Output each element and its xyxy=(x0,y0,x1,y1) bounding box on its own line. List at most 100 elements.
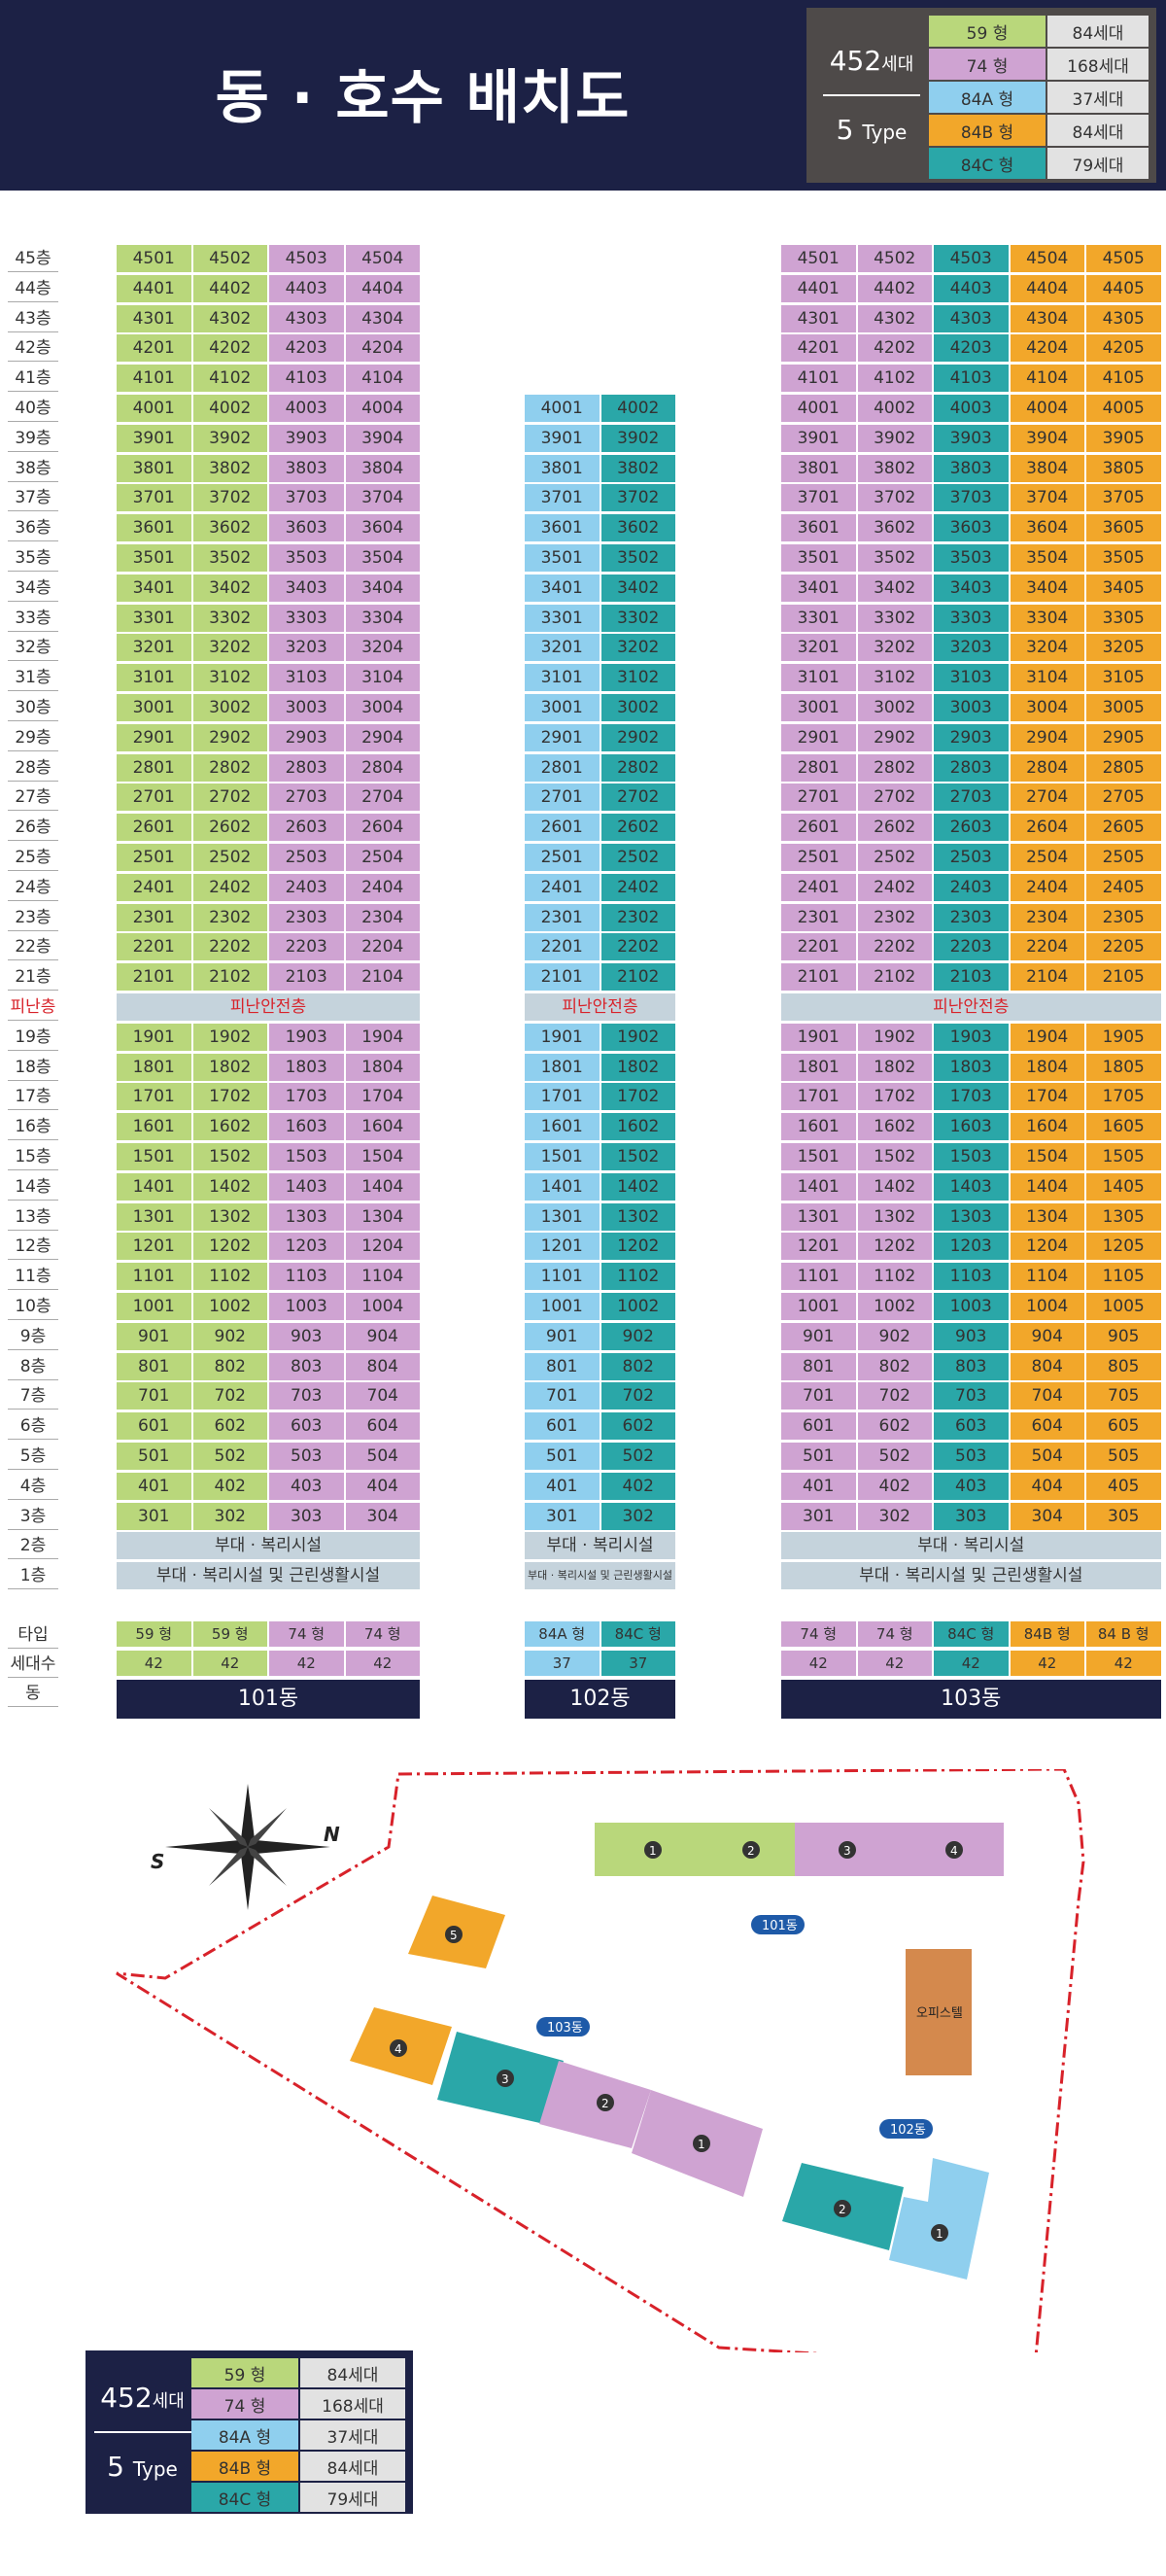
unit-cell: 4505 xyxy=(1086,245,1161,272)
unit-cell: 1602 xyxy=(192,1113,267,1141)
unit-cell: 3201 xyxy=(117,634,191,662)
unit-cell: 3804 xyxy=(345,454,420,482)
unit-cell: 2502 xyxy=(857,844,932,871)
unit-cell: 3102 xyxy=(857,664,932,692)
compass-n-label: N xyxy=(324,1823,340,1846)
type-cell: 84 B 형 xyxy=(1086,1621,1161,1647)
unit-cell: 4004 xyxy=(1010,395,1084,422)
unit-cell: 1105 xyxy=(1086,1263,1161,1291)
legend-grid-bottom: 59 형 84세대 74 형 168세대 84A 형 37세대 84B 형 84… xyxy=(191,2358,405,2512)
unit-cell: 2205 xyxy=(1086,933,1161,961)
unit-cell: 2402 xyxy=(192,873,267,901)
unit-cell: 1401 xyxy=(781,1172,856,1201)
floor-label: 13층 xyxy=(8,1203,58,1231)
unit-cell: 4405 xyxy=(1086,274,1161,302)
unit-cell: 3303 xyxy=(934,604,1009,632)
site-label-101-bg xyxy=(751,1915,805,1934)
unit-cell: 3002 xyxy=(857,694,932,721)
unit-cell: 1505 xyxy=(1086,1143,1161,1170)
unit-cell: 1002 xyxy=(857,1293,932,1320)
unit-cell: 3001 xyxy=(117,694,191,721)
unit-cell: 4002 xyxy=(857,395,932,422)
unit-cell: 1602 xyxy=(857,1113,932,1141)
unit-cell: 3005 xyxy=(1086,694,1161,721)
unit-cell: 3001 xyxy=(525,694,600,721)
compass-icon: N S xyxy=(151,1784,340,1910)
unit-cell: 3805 xyxy=(1086,454,1161,482)
unit-cell: 1502 xyxy=(192,1143,267,1170)
unit-cell: 1304 xyxy=(345,1202,420,1231)
svg-text:2: 2 xyxy=(601,2097,609,2110)
type-row-label: 타입 xyxy=(8,1621,58,1649)
unit-cell: 402 xyxy=(600,1472,675,1500)
unit-cell: 2202 xyxy=(192,933,267,961)
unit-cell: 1202 xyxy=(600,1233,675,1261)
type-cell: 74 형 xyxy=(345,1621,420,1647)
legend-type-74: 74 형 xyxy=(191,2389,298,2419)
unit-cell: 4304 xyxy=(1010,304,1084,332)
unit-cell: 4403 xyxy=(934,274,1009,302)
unit-cell: 701 xyxy=(525,1382,600,1410)
unit-cell: 3103 xyxy=(934,664,1009,692)
floor-label: 피난층 xyxy=(8,993,58,1021)
svg-text:1: 1 xyxy=(936,2227,943,2241)
unit-cell: 3701 xyxy=(525,484,600,512)
refuge-band: 피난안전층 xyxy=(525,993,675,1021)
unit-cell: 1601 xyxy=(781,1113,856,1141)
unit-cell: 2301 xyxy=(525,903,600,931)
unit-cell: 3401 xyxy=(525,574,600,602)
unit-cell: 2701 xyxy=(781,783,856,812)
floor-label: 38층 xyxy=(8,455,58,482)
unit-cell: 1303 xyxy=(269,1202,344,1231)
unit-cell: 3703 xyxy=(269,484,344,512)
unit-cell: 2104 xyxy=(345,963,420,992)
unit-cell: 1503 xyxy=(934,1143,1009,1170)
unit-cell: 1203 xyxy=(269,1233,344,1261)
unit-cell: 2403 xyxy=(934,873,1009,901)
svg-text:2: 2 xyxy=(747,1844,755,1858)
unit-cell: 1401 xyxy=(117,1172,191,1201)
unit-cell: 3004 xyxy=(345,694,420,721)
unit-cell: 2402 xyxy=(857,873,932,901)
unit-cell: 1203 xyxy=(934,1233,1009,1261)
unit-cell: 1205 xyxy=(1086,1233,1161,1261)
unit-cell: 1605 xyxy=(1086,1113,1161,1141)
legend-type-59: 59 형 xyxy=(191,2358,298,2387)
legend-type-74: 74 형 xyxy=(929,49,1046,80)
svg-text:1: 1 xyxy=(649,1844,657,1858)
unit-cell: 401 xyxy=(525,1472,600,1500)
unit-cell: 3801 xyxy=(781,454,856,482)
site-label-102-bg xyxy=(879,2119,933,2139)
unit-cell: 1701 xyxy=(525,1083,600,1111)
unit-cell: 4003 xyxy=(269,395,344,422)
unit-cell: 4204 xyxy=(345,334,420,363)
unit-cell: 3801 xyxy=(117,454,191,482)
floor-label: 3층 xyxy=(8,1503,58,1530)
unit-cell: 1801 xyxy=(117,1053,191,1081)
unit-cell: 3401 xyxy=(117,574,191,602)
unit-cell: 3903 xyxy=(934,424,1009,452)
unit-cell: 3302 xyxy=(600,604,675,632)
unit-cell: 3304 xyxy=(345,604,420,632)
floor-label: 42층 xyxy=(8,334,58,363)
unit-cell: 504 xyxy=(345,1443,420,1470)
unit-cell: 3801 xyxy=(525,454,600,482)
unit-cell: 3802 xyxy=(192,454,267,482)
unit-cell: 602 xyxy=(857,1412,932,1441)
unit-cell: 1201 xyxy=(117,1233,191,1261)
unit-cell: 2302 xyxy=(857,903,932,931)
unit-cell: 1903 xyxy=(269,1023,344,1051)
floor-label: 37층 xyxy=(8,484,58,512)
unit-cell: 3301 xyxy=(781,604,856,632)
unit-cell: 401 xyxy=(117,1472,191,1500)
unit-cell: 1502 xyxy=(857,1143,932,1170)
unit-cell: 3804 xyxy=(1010,454,1084,482)
building-name: 102동 xyxy=(525,1680,675,1719)
unit-cell: 2902 xyxy=(857,723,932,751)
unit-cell: 1005 xyxy=(1086,1293,1161,1320)
legend-count-84c: 79세대 xyxy=(300,2483,405,2512)
unit-cell: 2401 xyxy=(781,873,856,901)
unit-cell: 1402 xyxy=(600,1172,675,1201)
floor-label: 5층 xyxy=(8,1443,58,1470)
unit-cell: 4101 xyxy=(117,365,191,393)
